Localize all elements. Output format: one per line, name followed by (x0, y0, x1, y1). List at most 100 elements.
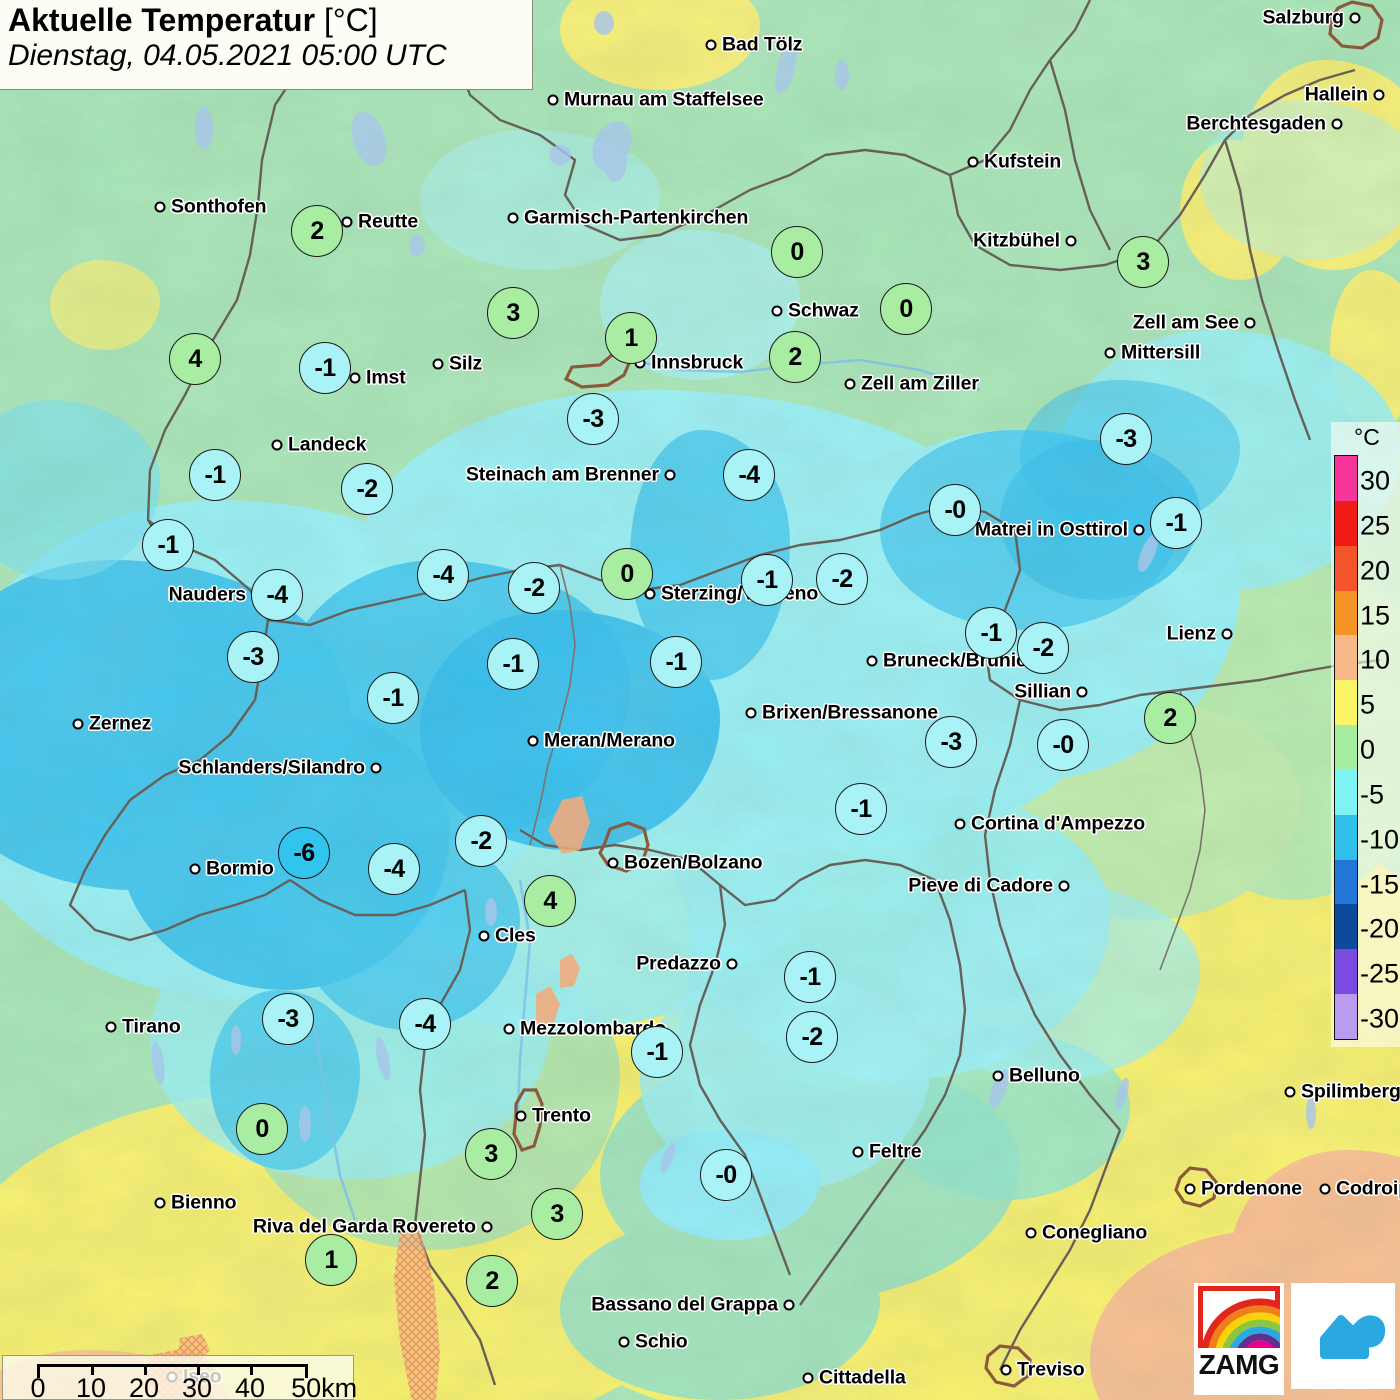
temperature-bubble: -1 (965, 607, 1017, 659)
temperature-bubble: -2 (341, 463, 393, 515)
colorbar-tick-label: 20 (1360, 555, 1391, 586)
temperature-bubble: -4 (723, 449, 775, 501)
temperature-bubble: -0 (700, 1149, 752, 1201)
colorbar-band (1335, 814, 1357, 860)
temperature-bubble: 1 (305, 1234, 357, 1286)
zamg-logo[interactable]: ZAMG (1194, 1283, 1284, 1395)
scale-label: 30 (181, 1373, 213, 1400)
temperature-colorbar-legend: °C 30 25 20 15 10 5 0 -5 -10 -15 -20 -25 -30 (1331, 422, 1400, 1047)
colorbar-band (1335, 590, 1357, 636)
temperature-bubble: 2 (1144, 692, 1196, 744)
temperature-bubble: 0 (880, 283, 932, 335)
colorbar-tick-label: 30 (1360, 465, 1391, 496)
temperature-bubble: -1 (189, 449, 241, 501)
temperature-bubble: 0 (236, 1103, 288, 1155)
colorbar-band (1335, 635, 1357, 681)
temperature-bubble: -4 (417, 549, 469, 601)
scale-tick (91, 1364, 94, 1375)
temperature-bubble: -4 (399, 998, 451, 1050)
colorbar-tick-label: -15 (1360, 869, 1400, 900)
colorbar-tick-label: 5 (1360, 689, 1376, 720)
temperature-bubble: -2 (455, 815, 507, 867)
colorbar-band (1335, 949, 1357, 995)
scale-tick (197, 1364, 200, 1375)
temperature-bubble: -4 (251, 569, 303, 621)
temperature-bubble: -3 (1100, 413, 1152, 465)
temperature-bubble: -6 (278, 827, 330, 879)
temperature-bubble: 2 (291, 205, 343, 257)
temperature-bubble: 3 (1117, 236, 1169, 288)
colorbar-unit-label: °C (1354, 424, 1380, 450)
geosphere-mountain-logo (1320, 1315, 1386, 1359)
colorbar-tick-label: 25 (1360, 510, 1391, 541)
colorbar-band (1335, 456, 1357, 501)
temperature-bubble: 4 (524, 875, 576, 927)
temperature-bubble: 0 (601, 548, 653, 600)
temperature-bubble: 3 (465, 1128, 517, 1180)
title-text: Aktuelle Temperatur (8, 2, 316, 38)
temperature-bubble: -0 (1037, 719, 1089, 771)
page-title: Aktuelle Temperatur [°C] (8, 2, 532, 39)
colorbar-tick-label: -25 (1360, 958, 1400, 989)
temperature-bubble: -2 (508, 562, 560, 614)
scale-label: 50km (291, 1373, 358, 1400)
temperature-bubble: -3 (262, 993, 314, 1045)
colorbar-band (1335, 859, 1357, 905)
scale-label: 10 (75, 1373, 107, 1400)
colorbar-tick-label: 10 (1360, 644, 1391, 675)
zamg-logo-text: ZAMG (1198, 1349, 1280, 1380)
scale-label: 20 (128, 1373, 160, 1400)
scale-tick (144, 1364, 147, 1375)
temperature-bubble: -1 (367, 672, 419, 724)
colorbar-band (1335, 725, 1357, 770)
scale-tick (250, 1364, 253, 1375)
temperature-bubble: -1 (1150, 497, 1202, 549)
temperature-bubble: 2 (769, 331, 821, 383)
temperature-bubble: -1 (835, 783, 887, 835)
temperature-bubble: -1 (650, 636, 702, 688)
colorbar-band (1335, 904, 1357, 950)
colorbar-band (1335, 545, 1357, 591)
colorbar-band (1335, 680, 1357, 726)
temperature-bubble: -2 (786, 1011, 838, 1063)
scale-label: 40 (234, 1373, 266, 1400)
colorbar-tick-label: 15 (1360, 600, 1391, 631)
colorbar-band (1335, 500, 1357, 546)
temperature-bubble: 4 (169, 333, 221, 385)
colorbar-tick-label: -20 (1360, 913, 1400, 944)
colorbar-tick-label: -10 (1360, 824, 1400, 855)
temperature-bubble: 1 (605, 312, 657, 364)
scale-rule (37, 1364, 308, 1378)
colorbar-tick-label: -30 (1360, 1003, 1400, 1034)
temperature-bubble: -1 (142, 519, 194, 571)
temperature-bubble: -1 (631, 1026, 683, 1078)
temperature-bubble: 2 (466, 1255, 518, 1307)
temperature-bubble: -2 (816, 553, 868, 605)
colorbar-band (1335, 994, 1357, 1039)
map-scale-bar: 0 10 20 30 40 50km (2, 1355, 358, 1400)
temperature-bubble: 3 (531, 1188, 583, 1240)
temperature-bubble: -1 (741, 554, 793, 606)
temperature-bubble: -3 (925, 716, 977, 768)
temperature-bubble: 3 (487, 287, 539, 339)
temperature-bubble: -4 (368, 843, 420, 895)
temperature-bubble: -1 (299, 342, 351, 394)
zamg-rainbow-icon (1198, 1286, 1280, 1348)
temperature-bubble: -1 (487, 638, 539, 690)
temperature-bubble: -1 (784, 951, 836, 1003)
map-title-box: Aktuelle Temperatur [°C] Dienstag, 04.05… (0, 0, 533, 90)
temperature-bubble: -2 (1017, 622, 1069, 674)
temperature-bubble: 0 (771, 226, 823, 278)
temperature-bubble: -3 (227, 631, 279, 683)
scale-label: 0 (30, 1373, 46, 1400)
colorbar-tick-label: 0 (1360, 734, 1376, 765)
colorbar-tick-label: -5 (1360, 779, 1385, 810)
colorbar-gradient (1334, 455, 1358, 1040)
colorbar-band (1335, 769, 1357, 815)
geosphere-logo[interactable] (1291, 1283, 1395, 1389)
map-datetime: Dienstag, 04.05.2021 05:00 UTC (8, 38, 447, 72)
title-unit: [°C] (323, 2, 378, 38)
